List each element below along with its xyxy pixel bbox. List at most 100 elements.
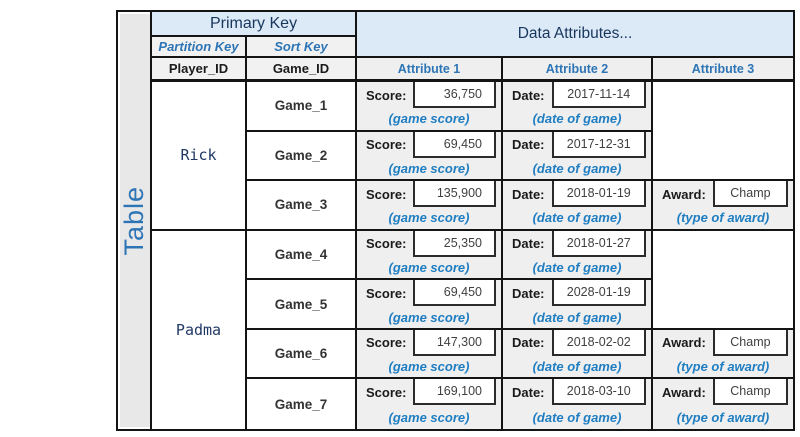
score-value-box: 69,450 — [413, 280, 496, 307]
score-attribute-cell: Score: 135,900 (game score) — [357, 181, 503, 231]
award-field: Award: Champ — [653, 329, 793, 356]
score-attribute-cell: Score: 25,350 (game score) — [357, 230, 503, 281]
award-label: Award: — [662, 335, 706, 351]
award-label: Award: — [662, 384, 706, 400]
award-value-box: Champ — [712, 379, 788, 406]
date-caption: (date of game) — [532, 409, 622, 425]
date-caption: (date of game) — [532, 210, 622, 226]
empty-attribute-cell — [653, 82, 793, 132]
sort-key-cell: Game_2 — [247, 131, 357, 182]
award-value-box: Champ — [712, 181, 788, 208]
score-caption: (game score) — [388, 359, 470, 375]
date-label: Date: — [512, 285, 545, 301]
score-field: Score: 147,300 — [357, 329, 501, 356]
score-field: Score: 135,900 — [357, 181, 501, 208]
date-caption: (date of game) — [532, 309, 622, 325]
sort-key-cell: Game_5 — [247, 280, 357, 330]
table-label: Table — [118, 185, 149, 256]
award-field: Award: Champ — [653, 379, 793, 406]
date-attribute-cell: Date: 2018-02-02 (date of game) — [503, 329, 653, 380]
score-caption: (game score) — [388, 259, 470, 275]
score-label: Score: — [366, 186, 407, 202]
primary-key-header: Primary Key — [152, 12, 357, 37]
sort-key-cell: Game_4 — [247, 230, 357, 281]
score-attribute-cell: Score: 36,750 (game score) — [357, 82, 503, 132]
award-caption: (type of award) — [676, 409, 770, 425]
score-caption: (game score) — [388, 111, 470, 127]
date-field: Date: 2018-02-02 — [503, 329, 651, 356]
award-attribute-cell: Award: Champ (type of award) — [653, 181, 793, 231]
score-attribute-cell: Score: 147,300 (game score) — [357, 329, 503, 380]
date-field: Date: 2018-01-19 — [503, 181, 651, 208]
empty-attribute-cell — [653, 131, 793, 182]
player-id-header: Player_ID — [152, 58, 247, 82]
score-label: Score: — [366, 335, 407, 351]
date-label: Date: — [512, 384, 545, 400]
award-attribute-cell: Award: Champ (type of award) — [653, 379, 793, 429]
score-value-box: 135,900 — [413, 181, 496, 208]
date-label: Date: — [512, 335, 545, 351]
score-field: Score: 169,100 — [357, 379, 501, 406]
score-attribute-cell: Score: 69,450 (game score) — [357, 280, 503, 330]
score-caption: (game score) — [388, 210, 470, 226]
score-value-box: 147,300 — [413, 329, 496, 356]
score-field: Score: 69,450 — [357, 280, 501, 307]
date-value-box: 2018-01-19 — [551, 181, 646, 208]
date-value-box: 2017-12-31 — [551, 131, 646, 158]
award-value-box: Champ — [712, 329, 788, 356]
date-attribute-cell: Date: 2028-01-19 (date of game) — [503, 280, 653, 330]
score-field: Score: 69,450 — [357, 131, 501, 158]
score-value-box: 169,100 — [413, 379, 496, 406]
date-value-box: 2018-02-02 — [551, 329, 646, 356]
score-value-box: 69,450 — [413, 131, 496, 158]
score-caption: (game score) — [388, 309, 470, 325]
date-value-box: 2028-01-19 — [551, 280, 646, 307]
date-attribute-cell: Date: 2018-03-10 (date of game) — [503, 379, 653, 429]
attribute-3-header: Attribute 3 — [653, 58, 793, 82]
date-value-box: 2018-03-10 — [551, 379, 646, 406]
score-field: Score: 25,350 — [357, 230, 501, 257]
score-value-box: 25,350 — [413, 230, 496, 257]
partition-key-header: Partition Key — [152, 37, 247, 58]
table-grid: Primary Key Data Attributes... Partition… — [152, 12, 793, 429]
date-caption: (date of game) — [532, 160, 622, 176]
attribute-2-header: Attribute 2 — [503, 58, 653, 82]
data-attributes-header: Data Attributes... — [357, 12, 793, 58]
date-field: Date: 2018-03-10 — [503, 379, 651, 406]
date-field: Date: 2017-11-14 — [503, 82, 651, 108]
sort-key-cell: Game_6 — [247, 329, 357, 380]
score-label: Score: — [366, 137, 407, 153]
score-attribute-cell: Score: 169,100 (game score) — [357, 379, 503, 429]
sort-key-cell: Game_7 — [247, 379, 357, 429]
partition-key-cell-padma: Padma — [152, 230, 247, 429]
score-label: Score: — [366, 384, 407, 400]
date-label: Date: — [512, 137, 545, 153]
game-id-header: Game_ID — [247, 58, 357, 82]
date-value-box: 2017-11-14 — [551, 82, 646, 108]
partition-key-cell-rick: Rick — [152, 82, 247, 231]
date-field: Date: 2018-01-27 — [503, 230, 651, 257]
award-caption: (type of award) — [676, 359, 770, 375]
score-label: Score: — [366, 87, 407, 103]
date-attribute-cell: Date: 2018-01-27 (date of game) — [503, 230, 653, 281]
score-caption: (game score) — [388, 409, 470, 425]
award-label: Award: — [662, 186, 706, 202]
table-diagram: Table Primary Key Data Attributes... Par… — [116, 10, 795, 431]
empty-attribute-cell — [653, 230, 793, 281]
date-field: Date: 2017-12-31 — [503, 131, 651, 158]
award-caption: (type of award) — [676, 210, 770, 226]
sort-key-header: Sort Key — [247, 37, 357, 58]
date-attribute-cell: Date: 2018-01-19 (date of game) — [503, 181, 653, 231]
empty-attribute-cell — [653, 280, 793, 330]
sort-key-cell: Game_3 — [247, 181, 357, 231]
date-label: Date: — [512, 236, 545, 252]
date-caption: (date of game) — [532, 259, 622, 275]
date-field: Date: 2028-01-19 — [503, 280, 651, 307]
award-attribute-cell: Award: Champ (type of award) — [653, 329, 793, 380]
score-field: Score: 36,750 — [357, 82, 501, 108]
score-value-box: 36,750 — [413, 82, 496, 108]
date-value-box: 2018-01-27 — [551, 230, 646, 257]
date-attribute-cell: Date: 2017-11-14 (date of game) — [503, 82, 653, 132]
score-label: Score: — [366, 285, 407, 301]
